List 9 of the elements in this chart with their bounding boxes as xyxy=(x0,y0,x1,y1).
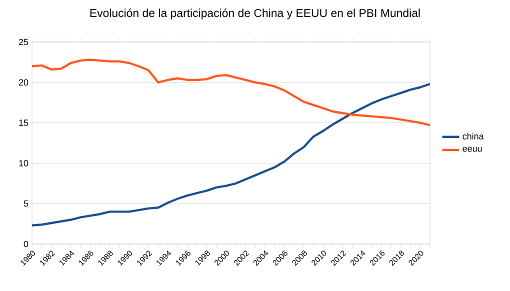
y-tick-label: 10 xyxy=(19,160,28,166)
y-tick-label: 0 xyxy=(24,240,28,248)
y-tick-label: 5 xyxy=(24,200,28,207)
chart-title: Evolución de la participación de China y EEUU en el PBI Mundial xyxy=(90,8,420,20)
y-tick-label: 15 xyxy=(19,120,28,126)
legend-label: eeuu xyxy=(462,146,482,152)
y-tick-label: 25 xyxy=(18,38,28,46)
legend-label: china xyxy=(462,132,484,140)
y-tick-label: 20 xyxy=(18,79,28,86)
